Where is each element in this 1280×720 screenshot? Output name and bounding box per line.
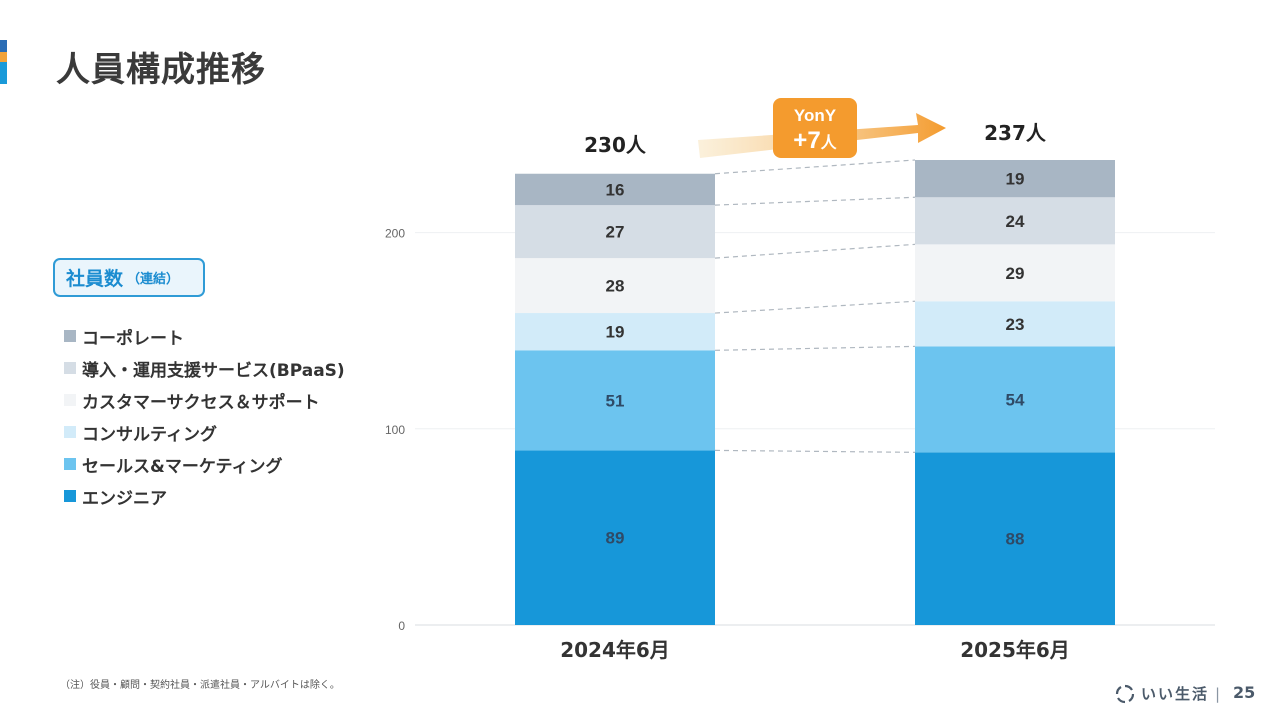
company-name: いい生活: [1141, 685, 1210, 703]
legend-label: コンサルティング: [82, 424, 217, 445]
page-number: 25: [1233, 683, 1256, 702]
yoy-value: +7人: [793, 127, 837, 154]
legend-item: コンサルティング: [64, 416, 345, 448]
accent-bar-middle: [0, 52, 7, 62]
data-label: 88: [1006, 530, 1025, 549]
y-tick-label: 0: [398, 619, 405, 633]
legend-swatch: [64, 426, 76, 438]
x-category-label: 2025年6月: [960, 638, 1070, 662]
data-label: 19: [606, 323, 625, 342]
y-tick-label: 200: [385, 227, 405, 241]
yoy-badge: [773, 98, 857, 158]
bar-segment: [515, 313, 715, 351]
legend-label: エンジニア: [82, 488, 167, 509]
footnote: （注）役員・顧問・契約社員・派遣社員・アルバイトは除く。: [60, 680, 340, 691]
connector-line: [714, 345, 916, 351]
legend-item: セールス&マーケティング: [64, 448, 345, 480]
legend-item: コーポレート: [64, 320, 345, 352]
bar-segment: [915, 160, 1115, 198]
connector-line: [714, 159, 916, 175]
x-category-label: 2024年6月: [560, 638, 670, 662]
legend-swatch: [64, 458, 76, 470]
badge-sub-label: （連結）: [127, 272, 180, 287]
company-logo-icon: [1115, 684, 1135, 703]
bar-segment: [515, 350, 715, 451]
data-label: 89: [606, 529, 625, 548]
legend-label: コーポレート: [82, 328, 184, 349]
data-label: 28: [606, 277, 625, 296]
data-label: 24: [1006, 212, 1025, 231]
bar-segment: [915, 452, 1115, 625]
legend-swatch: [64, 394, 76, 406]
bar-segment: [915, 301, 1115, 347]
legend-label: 導入・運用支援サービス(BPaaS): [82, 360, 345, 381]
badge-main-label: 社員数: [66, 268, 124, 290]
y-tick-label: 100: [385, 423, 405, 437]
data-label: 16: [606, 180, 625, 199]
connector-line: [714, 449, 916, 453]
page-title: 人員構成推移: [56, 50, 266, 90]
total-label: 230人: [584, 133, 647, 157]
bar-segment: [515, 205, 715, 259]
chart-legend: コーポレート導入・運用支援サービス(BPaaS) カスタマーサクセス＆サポート コン…: [64, 320, 345, 512]
legend-item: エンジニア: [64, 480, 345, 512]
legend-swatch: [64, 330, 76, 342]
data-label: 54: [1006, 390, 1025, 409]
bar-segment: [515, 450, 715, 625]
footer-separator: |: [1215, 684, 1221, 703]
accent-bar-top: [0, 40, 7, 52]
data-label: 27: [606, 223, 625, 242]
connector-line: [714, 196, 916, 206]
legend-swatch: [64, 362, 76, 374]
employee-count-badge: 社員数 （連結）: [53, 258, 205, 297]
bar-segment: [915, 346, 1115, 453]
footer-logo: いい生活 |: [1115, 683, 1220, 704]
bar-segment: [915, 244, 1115, 302]
connector-line: [714, 300, 916, 314]
total-label: 237人: [984, 121, 1047, 145]
legend-item: 導入・運用支援サービス(BPaaS): [64, 352, 345, 384]
connector-line: [714, 243, 916, 259]
accent-bar-bottom: [0, 62, 7, 84]
legend-swatch: [64, 490, 76, 502]
legend-item: カスタマーサクセス＆サポート: [64, 384, 345, 416]
legend-label: セールス&マーケティング: [82, 456, 283, 477]
legend-label: カスタマーサクセス＆サポート: [82, 392, 320, 413]
bar-segment: [515, 173, 715, 206]
data-label: 51: [606, 391, 625, 410]
bar-segment: [915, 197, 1115, 245]
data-label: 29: [1006, 264, 1025, 283]
data-label: 19: [1006, 170, 1025, 189]
data-label: 23: [1006, 315, 1025, 334]
bar-segment: [515, 258, 715, 314]
yoy-label: YonY: [794, 106, 837, 125]
